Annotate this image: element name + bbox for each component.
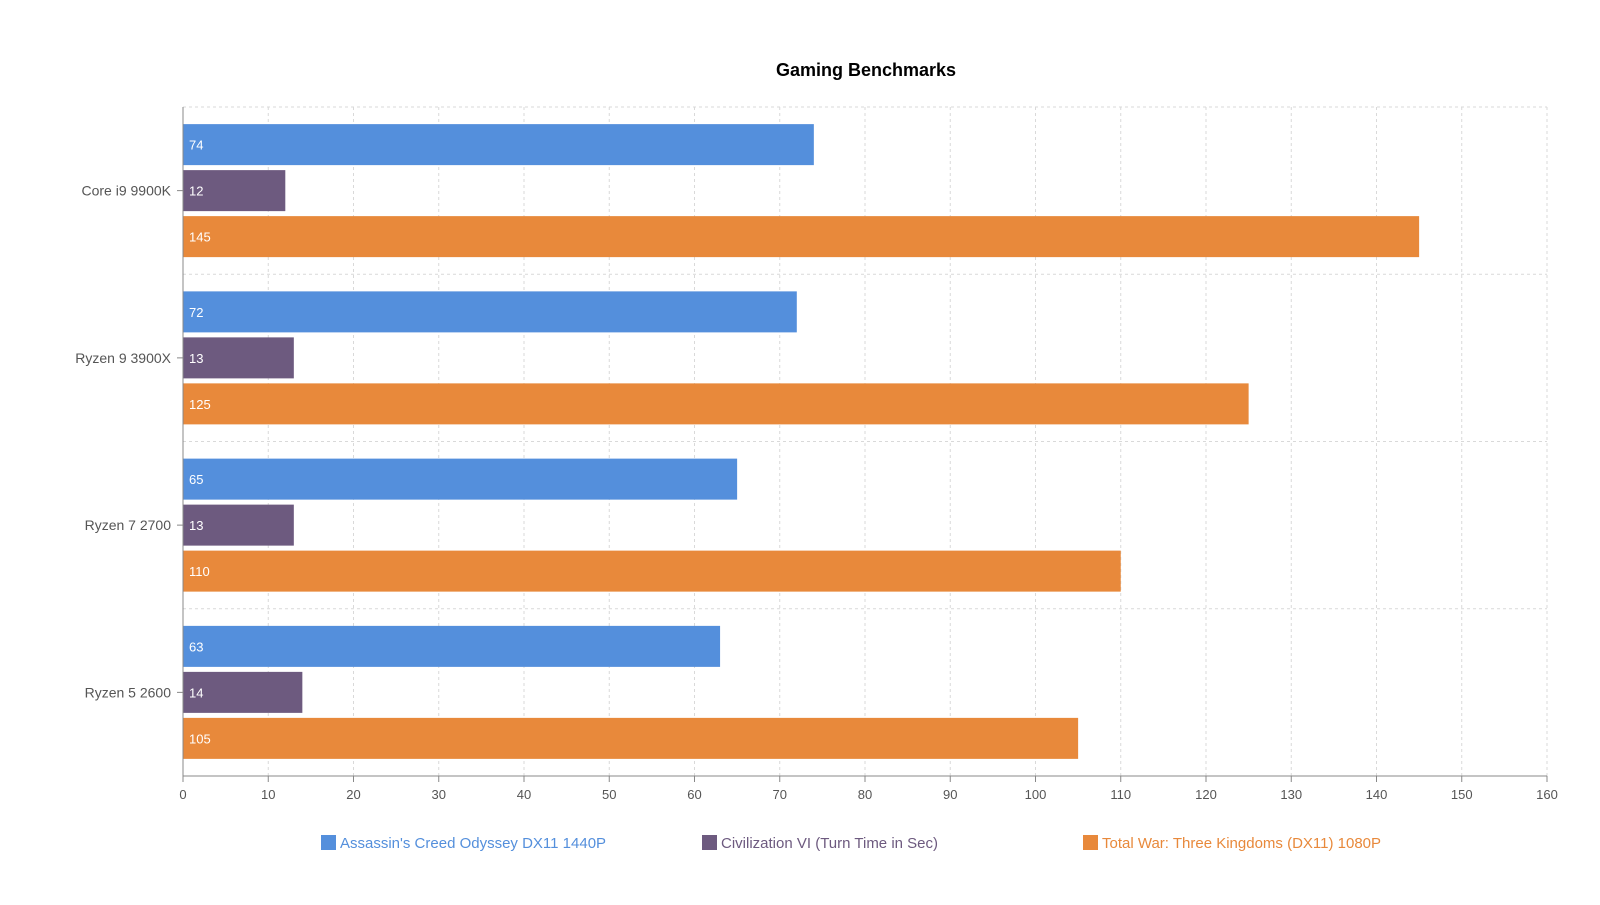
chart-title: Gaming Benchmarks (776, 60, 956, 80)
bar-value-label: 13 (189, 518, 203, 533)
legend-swatch[interactable] (1083, 835, 1098, 850)
legend-swatch[interactable] (321, 835, 336, 850)
bar-value-label: 125 (189, 397, 211, 412)
bar[interactable] (183, 671, 303, 713)
bar-value-label: 63 (189, 639, 203, 654)
bar-value-label: 14 (189, 685, 203, 700)
legend: Assassin's Creed Odyssey DX11 1440P Civil… (321, 835, 1381, 852)
bar-value-label: 74 (189, 138, 203, 153)
bar-value-label: 12 (189, 184, 203, 199)
bar-value-label: 13 (189, 351, 203, 366)
bar-value-label: 145 (189, 230, 211, 245)
bar-value-label: 105 (189, 731, 211, 746)
legend-label[interactable]: Total War: Three Kingdoms (DX11) 1080P (1102, 835, 1381, 852)
x-tick-label: 140 (1366, 787, 1388, 802)
bar[interactable] (183, 291, 797, 333)
x-tick-label: 90 (943, 787, 957, 802)
bar-value-label: 110 (189, 564, 210, 579)
bar-value-label: 72 (189, 305, 203, 320)
x-tick-label: 100 (1025, 787, 1047, 802)
bars: 74 12 145 72 13 125 65 13 110 63 14 105 (183, 124, 1420, 759)
x-tick-label: 30 (432, 787, 446, 802)
y-category-label: Ryzen 5 2600 (85, 684, 172, 700)
x-tick-label: 60 (687, 787, 701, 802)
bar-value-label: 65 (189, 472, 203, 487)
legend-swatch[interactable] (702, 835, 717, 850)
x-tick-label: 40 (517, 787, 531, 802)
bar[interactable] (183, 625, 721, 667)
bar[interactable] (183, 383, 1249, 425)
x-tick-label: 120 (1195, 787, 1217, 802)
x-tick-label: 10 (261, 787, 275, 802)
bar[interactable] (183, 337, 294, 379)
x-tick-label: 0 (179, 787, 186, 802)
y-category-label: Ryzen 9 3900X (75, 350, 171, 366)
bar[interactable] (183, 170, 286, 212)
grid (183, 106, 1548, 776)
bar[interactable] (183, 216, 1420, 258)
x-tick-label: 70 (773, 787, 787, 802)
bar[interactable] (183, 124, 814, 166)
x-tick-label: 130 (1280, 787, 1302, 802)
x-tick-label: 160 (1536, 787, 1558, 802)
x-tick-label: 110 (1110, 787, 1131, 802)
legend-label[interactable]: Civilization VI (Turn Time in Sec) (721, 835, 938, 852)
x-tick-label: 150 (1451, 787, 1473, 802)
legend-label[interactable]: Assassin's Creed Odyssey DX11 1440P (340, 835, 606, 852)
y-category-label: Ryzen 7 2700 (85, 517, 172, 533)
x-tick-label: 80 (858, 787, 872, 802)
bar[interactable] (183, 550, 1121, 592)
axes: 0 10 20 30 40 50 60 70 80 90 100 110 120 130 140 150 160… (75, 107, 1558, 802)
bar[interactable] (183, 504, 294, 546)
bar[interactable] (183, 717, 1079, 759)
x-tick-label: 20 (346, 787, 360, 802)
y-category-label: Core i9 9900K (81, 183, 171, 199)
bar[interactable] (183, 458, 738, 500)
x-tick-label: 50 (602, 787, 616, 802)
